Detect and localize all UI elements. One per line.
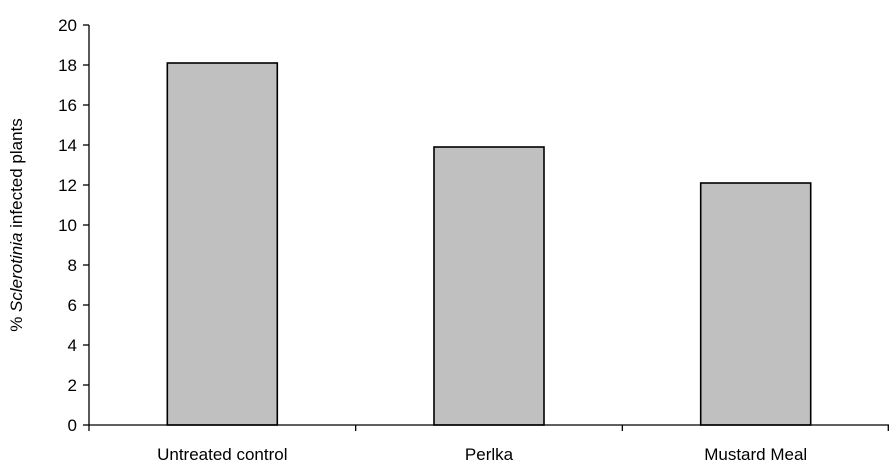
x-category-label: Perlka <box>465 445 514 464</box>
bar-untreated-control <box>166 62 279 426</box>
bar-mustard-meal <box>699 182 812 426</box>
y-tick-label: 10 <box>58 216 77 235</box>
plot-area: 0 2 4 6 8 10 12 14 16 18 20 Untreated control Perlka… <box>58 16 889 464</box>
y-tick-label: 16 <box>58 96 77 115</box>
x-category-label: Untreated control <box>157 445 287 464</box>
y-tick-label: 14 <box>58 136 77 155</box>
y-tick-label: 20 <box>58 16 77 35</box>
y-axis-title-group: % Sclerotinia infected plants <box>7 118 26 332</box>
y-tick-label: 4 <box>68 336 77 355</box>
y-tick-label: 12 <box>58 176 77 195</box>
y-axis-title-italic: Sclerotinia <box>7 233 26 312</box>
y-tick-label: 8 <box>68 256 77 275</box>
y-axis-title-prefix: % <box>7 312 26 332</box>
y-tick-label: 18 <box>58 56 77 75</box>
y-tick-label: 0 <box>68 416 77 435</box>
bar-perlka <box>433 146 545 426</box>
y-axis-title: % Sclerotinia infected plants <box>7 118 26 332</box>
y-tick-label: 6 <box>68 296 77 315</box>
y-tick-label: 2 <box>68 376 77 395</box>
y-axis-title-suffix: infected plants <box>7 118 26 232</box>
x-category-label: Mustard Meal <box>704 445 807 464</box>
